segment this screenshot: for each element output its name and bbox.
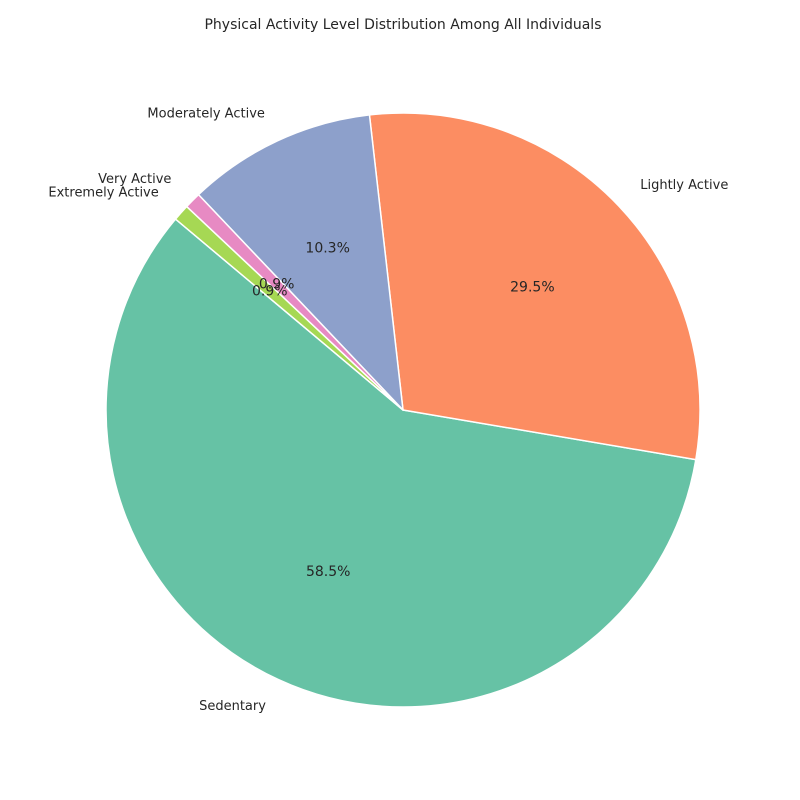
pie-labels: Sedentary 58.5% Lightly Active 29.5% Moderat… xyxy=(48,106,728,714)
label-extremely-active: Extremely Active xyxy=(48,186,158,201)
chart-title: Physical Activity Level Distribution Amo… xyxy=(204,17,601,33)
slice-lightly-active xyxy=(368,112,701,461)
label-lightly-active: Lightly Active xyxy=(640,178,728,193)
label-very-active: Very Active xyxy=(98,172,171,187)
percent-extremely-active: 0.9% xyxy=(252,284,288,300)
slice-moderately-active xyxy=(197,114,404,411)
slice-sedentary xyxy=(105,218,697,708)
pie-slices xyxy=(105,112,701,708)
percent-moderately-active: 10.3% xyxy=(305,241,349,257)
label-moderately-active: Moderately Active xyxy=(147,106,264,121)
slice-extremely-active xyxy=(174,205,404,411)
percent-lightly-active: 29.5% xyxy=(510,279,554,295)
label-sedentary: Sedentary xyxy=(199,699,266,714)
percent-very-active: 0.9% xyxy=(259,276,295,292)
percent-sedentary: 58.5% xyxy=(306,564,350,580)
